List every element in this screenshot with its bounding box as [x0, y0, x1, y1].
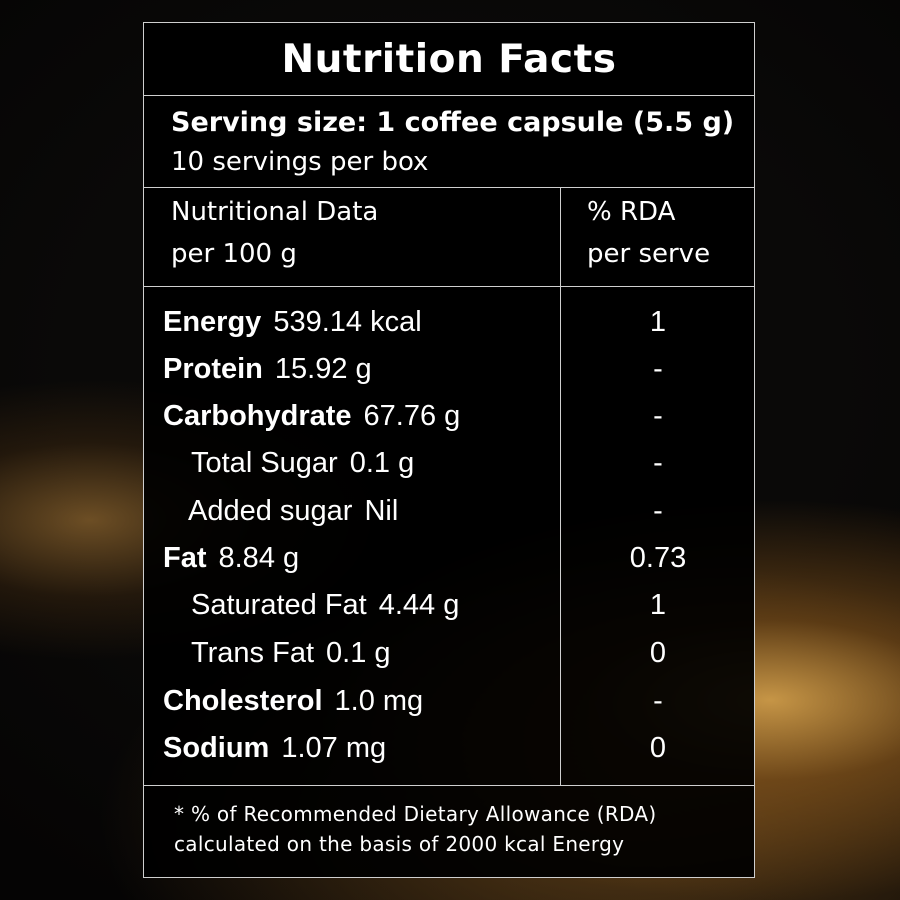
- nutrient-value: Nil: [364, 495, 399, 527]
- table-row: Trans Fat 0.1 g 0: [144, 629, 754, 675]
- nutrient-name: Fat: [163, 542, 207, 574]
- nutrient-rda: -: [653, 353, 663, 385]
- column-header-per-100g: per 100 g: [171, 239, 297, 269]
- servings-per-box: 10 servings per box: [171, 147, 429, 177]
- panel-title: Nutrition Facts: [281, 36, 617, 82]
- nutrient-rda: 0.73: [629, 542, 687, 574]
- nutrient-rda: -: [653, 495, 663, 527]
- nutrient-value: 1.0 mg: [334, 685, 424, 717]
- nutrient-rda: 1: [649, 306, 667, 338]
- footnote: * % of Recommended Dietary Allowance (RD…: [144, 785, 754, 879]
- nutrient-rda: -: [653, 685, 663, 717]
- table-row: Energy 539.14 kcal 1: [144, 298, 754, 344]
- serving-info: Serving size: 1 coffee capsule (5.5 g) 1…: [144, 95, 754, 188]
- nutrient-value: 8.84 g: [218, 542, 300, 574]
- nutrient-name: Total Sugar: [191, 447, 338, 479]
- nutrient-name: Energy: [163, 306, 262, 338]
- nutrient-value: 0.1 g: [349, 447, 415, 479]
- nutrient-value: 539.14 kcal: [273, 306, 422, 338]
- table-row: Added sugar Nil -: [144, 487, 754, 533]
- nutrient-name: Carbohydrate: [163, 400, 352, 432]
- serving-size: Serving size: 1 coffee capsule (5.5 g): [171, 107, 735, 138]
- table-row: Protein 15.92 g -: [144, 345, 754, 391]
- column-header-per-serve: per serve: [587, 239, 711, 269]
- nutrient-name: Sodium: [163, 732, 270, 764]
- nutrient-rda: -: [653, 400, 663, 432]
- nutrition-facts-panel: Nutrition Facts Serving size: 1 coffee c…: [143, 22, 755, 878]
- table-row: Cholesterol 1.0 mg -: [144, 677, 754, 723]
- nutrient-rda: 1: [649, 589, 667, 621]
- nutrient-name: Cholesterol: [163, 685, 323, 717]
- nutrient-value: 15.92 g: [274, 353, 372, 385]
- nutrient-name: Saturated Fat: [191, 589, 367, 621]
- table-row: Fat 8.84 g 0.73: [144, 534, 754, 580]
- nutrient-name: Protein: [163, 353, 263, 385]
- nutrient-rda: 0: [649, 637, 667, 669]
- nutrient-name: Added sugar: [188, 495, 353, 527]
- table-row: Sodium 1.07 mg 0: [144, 724, 754, 770]
- table-row: Carbohydrate 67.76 g -: [144, 392, 754, 438]
- nutrient-value: 67.76 g: [363, 400, 461, 432]
- nutrient-value: 4.44 g: [378, 589, 460, 621]
- column-header-rda: % RDA: [587, 197, 676, 227]
- nutrient-value: 1.07 mg: [281, 732, 387, 764]
- table-row: Saturated Fat 4.44 g 1: [144, 581, 754, 627]
- nutrient-name: Trans Fat: [191, 637, 315, 669]
- column-header-nutritional-data: Nutritional Data: [171, 197, 379, 227]
- nutrient-rda: -: [653, 447, 663, 479]
- nutrient-value: 0.1 g: [326, 637, 391, 669]
- nutrient-rda: 0: [649, 732, 667, 764]
- title-row: Nutrition Facts: [144, 23, 754, 96]
- footnote-line-1: * % of Recommended Dietary Allowance (RD…: [174, 802, 657, 826]
- footnote-line-2: calculated on the basis of 2000 kcal Ene…: [174, 832, 625, 856]
- nutrient-table: Energy 539.14 kcal 1 Protein 15.92 g - Car…: [144, 286, 754, 786]
- column-headers: Nutritional Data per 100 g % RDA per ser…: [144, 187, 754, 287]
- column-divider: [560, 187, 561, 785]
- table-row: Total Sugar 0.1 g -: [144, 439, 754, 485]
